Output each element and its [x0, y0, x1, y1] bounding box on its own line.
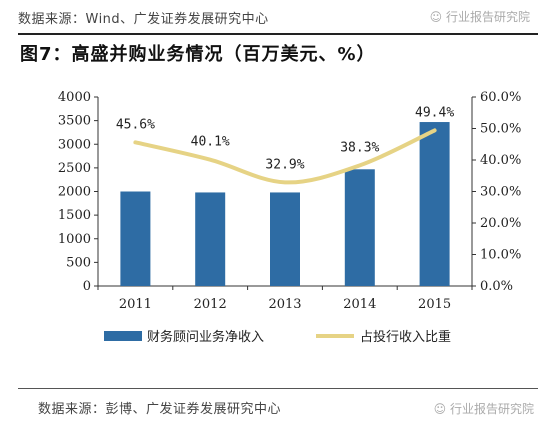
bar: [195, 192, 226, 286]
y-left-tick-label: 2000: [58, 185, 91, 200]
watermark-bottom: ☺ 行业报告研究院: [434, 400, 534, 417]
y-right-tick-label: 20.0%: [480, 216, 521, 231]
y-right-tick-label: 10.0%: [480, 248, 521, 263]
legend: 财务顾问业务净收入 占投行收入比重: [104, 329, 451, 345]
figure-title: 图7：高盛并购业务情况（百万美元、%）: [20, 44, 376, 65]
x-tick-label: 2012: [194, 297, 227, 312]
y-right-tick-label: 50.0%: [480, 122, 521, 137]
legend-bar-swatch: [104, 331, 142, 341]
watermark-label: 行业报告研究院: [445, 10, 530, 24]
source-note-bottom: 数据来源：彭博、广发证券发展研究中心: [38, 402, 282, 417]
x-tick-label: 2014: [343, 297, 376, 312]
x-tick-label: 2011: [119, 297, 152, 312]
y-left-tick-label: 500: [66, 255, 91, 270]
x-tick-label: 2013: [268, 297, 301, 312]
y-left-tick-label: 0: [83, 279, 91, 294]
bar: [120, 191, 151, 286]
y-right-tick-label: 30.0%: [480, 185, 521, 200]
watermark-top: ☺ 行业报告研究院: [430, 8, 530, 25]
bottom-rule: [18, 388, 538, 389]
top-rule: [18, 33, 538, 35]
wechat-icon: ☺: [429, 10, 443, 24]
axes: 0 500 1000 1500 2000 2500 3000 3500 4000 0.0% 10.0…: [58, 90, 521, 312]
bar: [270, 192, 300, 286]
y-right-tick-label: 0.0%: [480, 279, 513, 294]
line-path: [133, 128, 437, 185]
source-note-top: 数据来源：Wind、广发证券发展研究中心: [18, 12, 269, 27]
watermark-label: 行业报告研究院: [449, 402, 534, 416]
y-left-tick-label: 3000: [58, 137, 91, 152]
data-label: 45.6%: [116, 117, 155, 132]
x-tick-label: 2015: [418, 297, 451, 312]
legend-line-label: 占投行收入比重: [360, 329, 451, 345]
data-label: 38.3%: [340, 140, 379, 155]
bar: [344, 169, 375, 286]
bar: [419, 122, 450, 286]
y-left-tick-label: 1500: [58, 208, 91, 223]
legend-bar-label: 财务顾问业务净收入: [147, 329, 264, 345]
data-label: 49.4%: [415, 105, 454, 120]
bar-series: [120, 122, 450, 286]
y-right-tick-label: 40.0%: [480, 153, 521, 168]
y-left-tick-label: 1000: [58, 232, 91, 247]
y-left-tick-label: 2500: [58, 161, 91, 176]
data-label: 40.1%: [191, 135, 230, 150]
y-right-tick-label: 60.0%: [480, 90, 521, 105]
data-label: 32.9%: [265, 157, 304, 172]
wechat-icon: ☺: [433, 402, 447, 416]
y-left-tick-label: 4000: [58, 90, 91, 105]
y-left-tick-label: 3500: [58, 114, 91, 129]
line-series: 45.6% 40.1% 32.9% 38.3% 49.4%: [116, 105, 454, 185]
